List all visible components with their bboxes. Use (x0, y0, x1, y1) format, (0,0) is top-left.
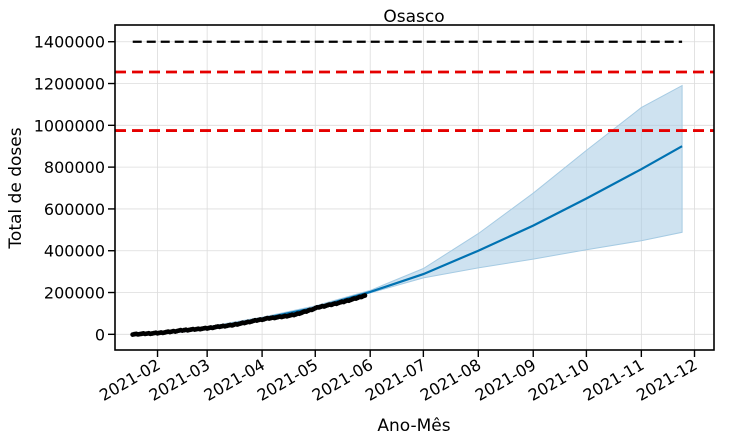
y-tick-label: 1200000 (34, 75, 105, 94)
observed-point (362, 293, 368, 298)
x-axis: 2021-022021-032021-042021-052021-062021-… (96, 350, 701, 405)
observed-points (130, 293, 368, 337)
y-tick-label: 1000000 (34, 116, 105, 135)
chart-title: Osasco (383, 7, 444, 27)
uncertainty-band (132, 84, 683, 336)
y-tick-label: 1400000 (34, 33, 105, 52)
y-axis-label: Total de doses (6, 127, 26, 249)
x-tick-label: 2021-10 (525, 355, 592, 405)
x-axis-label: Ano-Mês (377, 416, 450, 436)
x-tick-label: 2021-08 (417, 355, 484, 405)
x-tick-label: 2021-12 (633, 355, 700, 405)
reference-lines (115, 40, 714, 132)
x-tick-label: 2021-05 (254, 355, 321, 405)
y-axis: 0 200000 400000 600000 800000 1000000 1200000 1… (34, 33, 115, 344)
y-tick-label: 0 (95, 325, 105, 344)
y-tick-label: 400000 (44, 242, 105, 261)
forecast-interval-area (132, 84, 683, 336)
plot-frame (114, 24, 715, 351)
y-tick-label: 200000 (44, 284, 105, 303)
x-tick-label: 2021-07 (362, 355, 429, 405)
y-tick-label: 800000 (44, 158, 105, 177)
y-tick-label: 600000 (44, 200, 105, 219)
